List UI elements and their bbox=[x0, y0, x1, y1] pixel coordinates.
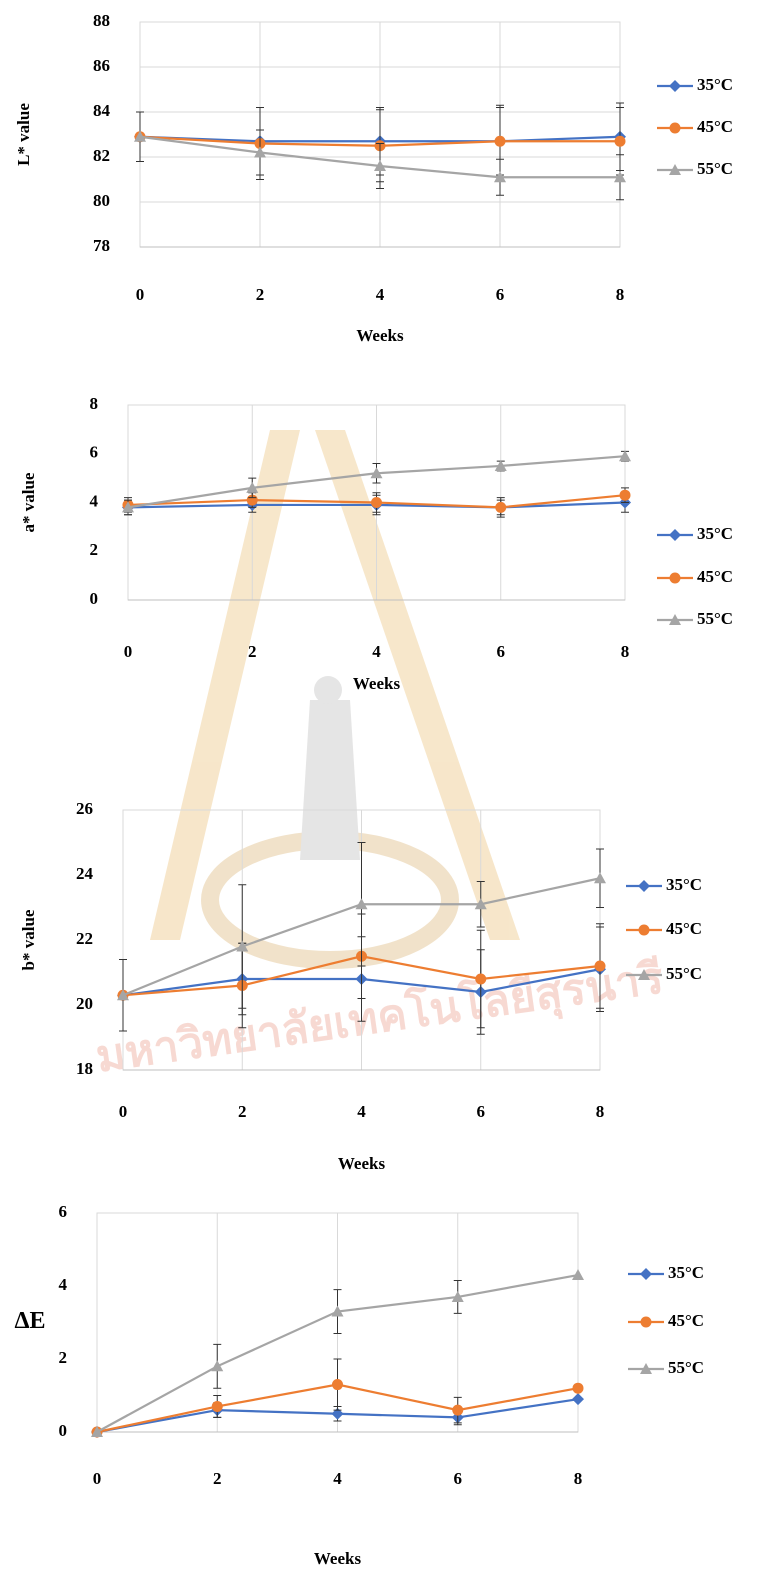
legend-marker bbox=[641, 1317, 652, 1328]
x-axis-label: Weeks bbox=[353, 674, 401, 693]
marker bbox=[615, 136, 626, 147]
legend-label: 45°C bbox=[666, 919, 702, 938]
marker bbox=[594, 872, 606, 883]
y-tick-label: 2 bbox=[90, 540, 99, 559]
legend-label: 35°C bbox=[697, 524, 733, 543]
page: มหาวิทยาลัยเทคโนโลยีสุรนารี 788082848688… bbox=[0, 0, 759, 1578]
legend-label: 55°C bbox=[697, 609, 733, 628]
y-axis-label: L* value bbox=[14, 103, 33, 166]
x-tick-label: 0 bbox=[136, 285, 145, 304]
y-tick-label: 20 bbox=[76, 994, 93, 1013]
marker bbox=[475, 974, 486, 985]
legend-marker bbox=[669, 80, 681, 92]
legend-marker bbox=[639, 925, 650, 936]
legend-label: 45°C bbox=[668, 1311, 704, 1330]
x-tick-label: 4 bbox=[376, 285, 385, 304]
legend-label: 35°C bbox=[697, 75, 733, 94]
chart: 78 80 82 84 86 88 0 2 4 6 8 Weeks L* value 35°C 45°C 55… bbox=[14, 11, 733, 345]
y-tick-label: 88 bbox=[93, 11, 110, 30]
x-tick-label: 6 bbox=[496, 285, 505, 304]
watermark-text: มหาวิทยาลัยเทคโนโลยีสุรนารี bbox=[93, 950, 668, 1084]
x-tick-label: 6 bbox=[477, 1102, 486, 1121]
legend-label: 35°C bbox=[666, 875, 702, 894]
marker bbox=[572, 1393, 584, 1405]
legend-label: 35°C bbox=[668, 1263, 704, 1282]
y-tick-label: 6 bbox=[59, 1202, 68, 1221]
x-axis-label: Weeks bbox=[356, 326, 404, 345]
y-tick-label: 86 bbox=[93, 56, 110, 75]
y-axis-label: a* value bbox=[19, 472, 38, 532]
marker bbox=[211, 1360, 223, 1371]
chart: 0 2 4 6 0 2 4 6 8 Weeks ΔE 35°C 45°C 55°C bbox=[14, 1202, 704, 1568]
y-tick-label: 0 bbox=[90, 589, 99, 608]
legend-label: 55°C bbox=[668, 1358, 704, 1377]
x-tick-label: 4 bbox=[357, 1102, 366, 1121]
marker bbox=[212, 1401, 223, 1412]
y-axis-label: b* value bbox=[19, 909, 38, 970]
x-tick-label: 4 bbox=[333, 1469, 342, 1488]
marker bbox=[595, 961, 606, 972]
y-tick-label: 18 bbox=[76, 1059, 93, 1078]
y-tick-label: 8 bbox=[90, 394, 99, 413]
marker bbox=[620, 490, 631, 501]
x-tick-label: 8 bbox=[621, 642, 630, 661]
legend-label: 45°C bbox=[697, 567, 733, 586]
y-tick-label: 78 bbox=[93, 236, 110, 255]
marker bbox=[332, 1379, 343, 1390]
x-tick-label: 6 bbox=[454, 1469, 463, 1488]
x-tick-label: 2 bbox=[238, 1102, 247, 1121]
y-axis-label: ΔE bbox=[14, 1308, 45, 1334]
y-tick-label: 82 bbox=[93, 146, 110, 165]
marker bbox=[495, 502, 506, 513]
x-tick-label: 2 bbox=[213, 1469, 222, 1488]
x-tick-label: 0 bbox=[93, 1469, 102, 1488]
y-tick-label: 2 bbox=[59, 1348, 68, 1367]
y-tick-label: 80 bbox=[93, 191, 110, 210]
x-tick-label: 8 bbox=[616, 285, 625, 304]
legend-marker bbox=[638, 880, 650, 892]
y-tick-label: 4 bbox=[59, 1275, 68, 1294]
x-tick-label: 8 bbox=[596, 1102, 605, 1121]
x-tick-label: 6 bbox=[497, 642, 506, 661]
x-tick-label: 4 bbox=[372, 642, 381, 661]
legend-label: 55°C bbox=[697, 159, 733, 178]
y-tick-label: 0 bbox=[59, 1421, 68, 1440]
legend-label: 45°C bbox=[697, 117, 733, 136]
y-tick-label: 6 bbox=[90, 443, 99, 462]
legend-marker bbox=[669, 529, 681, 541]
x-axis-label: Weeks bbox=[314, 1549, 362, 1568]
y-tick-label: 22 bbox=[76, 929, 93, 948]
legend-marker bbox=[670, 123, 681, 134]
marker bbox=[573, 1383, 584, 1394]
marker bbox=[495, 136, 506, 147]
watermark-logo bbox=[150, 430, 520, 960]
legend-marker bbox=[670, 573, 681, 584]
x-tick-label: 2 bbox=[248, 642, 257, 661]
legend-label: 55°C bbox=[666, 964, 702, 983]
x-axis-label: Weeks bbox=[338, 1154, 386, 1173]
x-tick-label: 2 bbox=[256, 285, 265, 304]
marker bbox=[371, 497, 382, 508]
x-tick-label: 0 bbox=[119, 1102, 128, 1121]
y-tick-label: 4 bbox=[90, 491, 99, 510]
legend-marker bbox=[640, 1268, 652, 1280]
y-tick-label: 26 bbox=[76, 799, 93, 818]
marker bbox=[572, 1269, 584, 1280]
marker bbox=[452, 1405, 463, 1416]
y-tick-label: 84 bbox=[93, 101, 111, 120]
x-tick-label: 8 bbox=[574, 1469, 583, 1488]
y-tick-label: 24 bbox=[76, 864, 94, 883]
x-tick-label: 0 bbox=[124, 642, 133, 661]
